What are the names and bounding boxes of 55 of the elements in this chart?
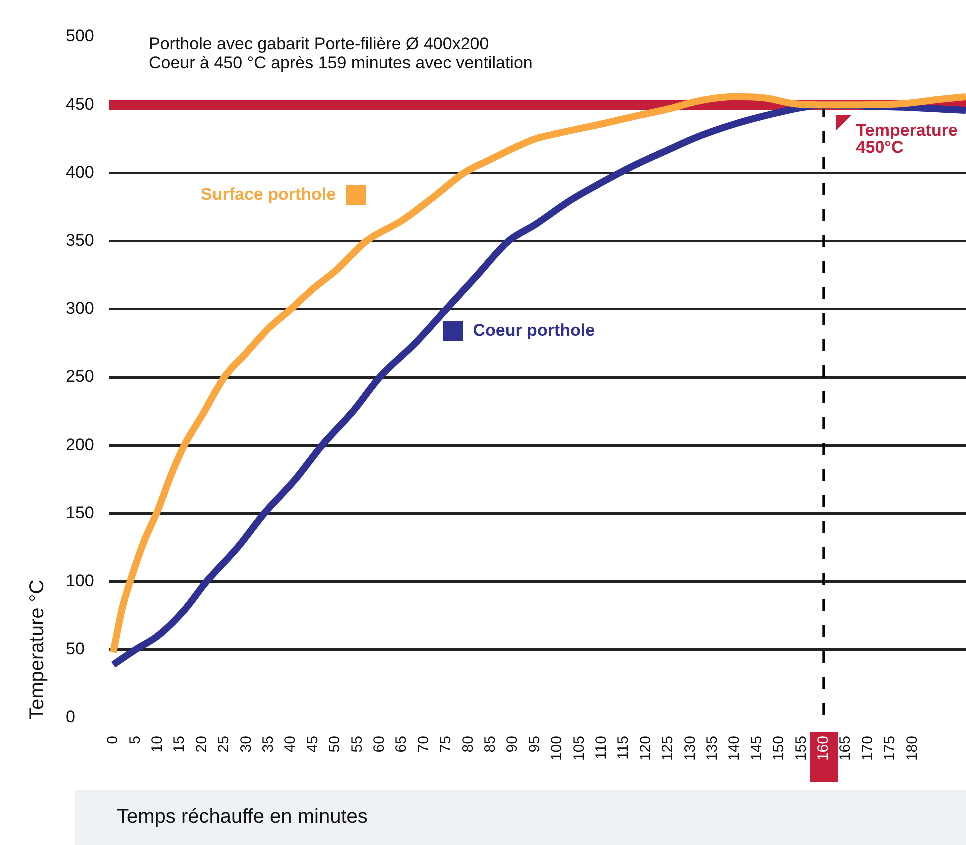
y-tick-label: 400 xyxy=(66,162,94,182)
x-tick-label: 85 xyxy=(482,736,500,753)
y-axis-title: Temperature °C xyxy=(26,580,49,720)
x-tick-label: 110 xyxy=(593,736,610,760)
legend-label: Temperature 450°C xyxy=(856,120,958,157)
x-tick-label: 60 xyxy=(371,736,388,753)
x-tick-label: 160 xyxy=(815,736,832,762)
chart-title: Porthole avec gabarit Porte-filière Ø 400x200 xyxy=(149,34,490,54)
x-tick-label: 65 xyxy=(393,736,410,753)
y-tick-label: 450 xyxy=(66,94,94,114)
x-tick-label: 25 xyxy=(216,736,233,753)
x-tick-label: 15 xyxy=(171,736,188,753)
y-tick-label: 200 xyxy=(66,435,94,454)
x-tick-label: 165 xyxy=(837,736,854,762)
text: Surface porthole xyxy=(201,184,336,205)
y-tick-label: 500 xyxy=(66,26,94,46)
x-tick-label: 35 xyxy=(260,736,277,753)
x-tick-label: 135 xyxy=(704,736,722,762)
x-tick-label: 30 xyxy=(238,736,255,753)
x-tick-label: 40 xyxy=(282,736,300,753)
x-tick-label: 155 xyxy=(792,736,810,762)
x-tick-label: 75 xyxy=(438,736,455,753)
y-tick-label: 150 xyxy=(66,503,94,522)
x-tick-label: 125 xyxy=(660,736,677,762)
x-tick-label: 180 xyxy=(904,736,921,762)
x-tick-label: 90 xyxy=(504,736,522,753)
x-tick-label: 170 xyxy=(859,736,876,762)
x-tick-label: 5 xyxy=(126,736,144,744)
y-tick-label: 100 xyxy=(66,571,94,590)
y-tick-label: 350 xyxy=(66,230,94,250)
x-tick-label: 130 xyxy=(682,736,699,762)
x-tick-label: 115 xyxy=(615,736,632,760)
x-tick-label: 150 xyxy=(770,736,788,762)
x-tick-label: 20 xyxy=(193,736,210,753)
x-tick-label: 10 xyxy=(148,736,166,753)
legend-label: Coeur porthole xyxy=(473,320,596,341)
x-tick-label: 55 xyxy=(348,736,366,753)
x-tick-label: 100 xyxy=(548,736,566,762)
y-tick-label: 250 xyxy=(66,367,94,386)
x-tick-label: 145 xyxy=(748,736,766,762)
x-tick-label: 45 xyxy=(304,736,322,753)
x-axis-title: Temps réchauffe en minutes xyxy=(75,790,966,845)
y-tick-label: 300 xyxy=(66,299,94,318)
y-tick-label: 0 xyxy=(66,708,76,727)
x-tick-label: 80 xyxy=(460,736,477,753)
x-tick-label: 50 xyxy=(326,736,344,753)
x-tick-label: 0 xyxy=(104,736,122,744)
x-tick-label: 105 xyxy=(570,736,588,762)
x-tick-label: 175 xyxy=(882,736,899,762)
x-tick-label: 120 xyxy=(637,736,654,762)
x-tick-label: 140 xyxy=(726,736,744,762)
y-tick-label: 50 xyxy=(66,640,85,659)
x-tick-label: 70 xyxy=(415,736,432,753)
text: Coeur à 450 °C après 159 minutes avec ventilation xyxy=(149,54,533,73)
x-tick-label: 95 xyxy=(526,736,544,753)
